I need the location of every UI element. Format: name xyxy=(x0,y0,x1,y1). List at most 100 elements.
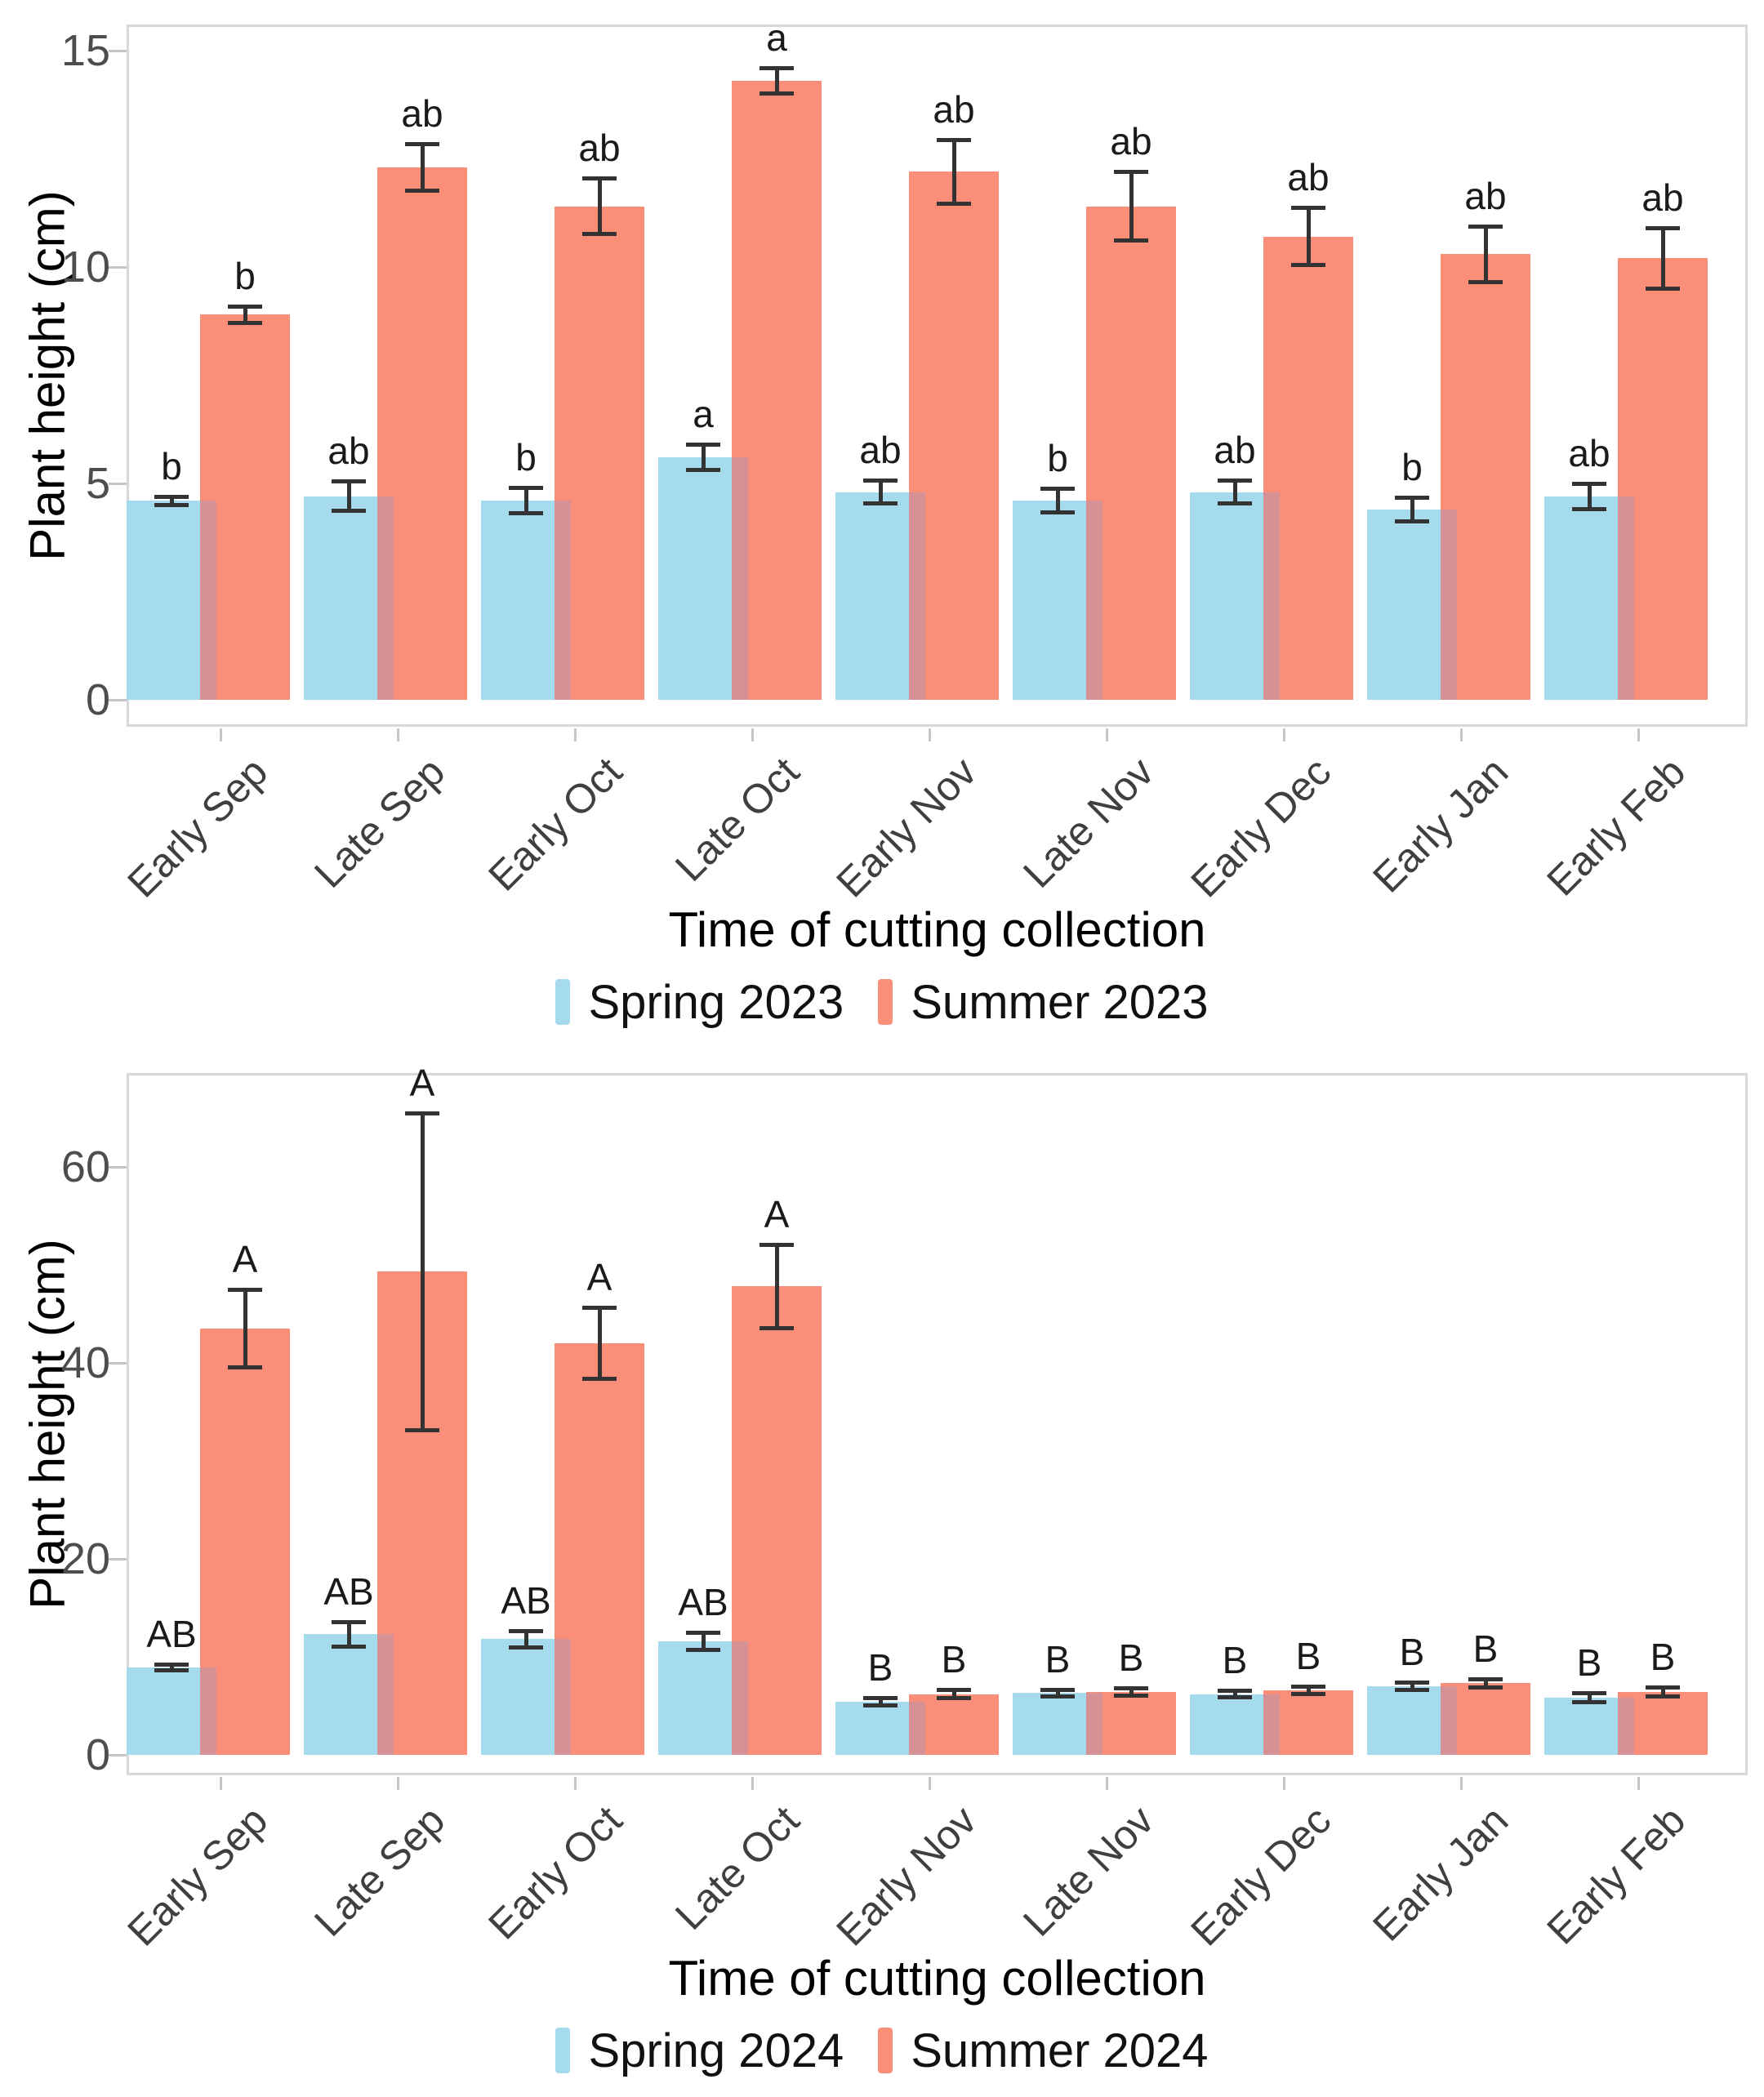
x-tick-mark xyxy=(574,728,577,741)
error-bar-cap-top xyxy=(1114,1686,1148,1691)
legend-label: Spring 2024 xyxy=(588,2024,844,2077)
x-tick-mark xyxy=(1460,1777,1463,1790)
x-tick-mark xyxy=(397,728,399,741)
error-bar xyxy=(1233,1690,1237,1699)
sig-letter: AB xyxy=(501,1578,551,1622)
sig-letter: ab xyxy=(859,428,902,471)
x-tick-mark xyxy=(929,728,931,741)
error-bar-cap-bottom xyxy=(686,468,720,473)
sig-letter: B xyxy=(1472,1627,1499,1670)
error-bar-cap-top xyxy=(1646,226,1680,231)
sig-letter: ab xyxy=(1214,428,1256,471)
legend-item-spring: Spring 2024 xyxy=(555,2024,844,2078)
error-bar-cap-top xyxy=(1291,206,1325,211)
legend-label: Summer 2023 xyxy=(911,975,1209,1029)
sig-letter: B xyxy=(1650,1636,1676,1679)
bar-overlap-shade xyxy=(732,457,748,700)
error-bar-cap-bottom xyxy=(405,189,439,194)
error-bar xyxy=(1233,479,1237,505)
bar-overlap-shade xyxy=(377,1634,394,1755)
error-bar-cap-bottom xyxy=(1040,1694,1075,1699)
error-bar xyxy=(1129,1688,1134,1696)
legend-label: Summer 2024 xyxy=(911,2024,1209,2077)
sig-letter: ab xyxy=(1642,176,1684,220)
sig-letter: ab xyxy=(1568,432,1610,474)
sig-letter: A xyxy=(764,1192,790,1235)
sig-letter: B xyxy=(867,1646,893,1690)
error-bar-cap-top xyxy=(686,1631,720,1635)
error-bar-cap-bottom xyxy=(1468,1685,1503,1690)
y-tick-mark xyxy=(109,50,127,52)
bar-overlap-shade xyxy=(732,1641,748,1755)
y-tick-mark xyxy=(109,483,127,485)
error-bar xyxy=(170,496,174,505)
error-bar-cap-bottom xyxy=(228,320,262,325)
y-tick-label: 0 xyxy=(85,1730,110,1779)
error-bar-cap-bottom xyxy=(582,232,617,237)
error-bar xyxy=(1588,1693,1592,1703)
error-bar xyxy=(421,143,425,192)
error-bar xyxy=(1307,1686,1311,1694)
x-tick-mark xyxy=(1106,728,1108,741)
error-bar xyxy=(1056,1689,1060,1698)
error-bar-cap-top xyxy=(1291,1685,1325,1689)
y-tick-mark xyxy=(109,1166,127,1169)
error-bar-cap-bottom xyxy=(1291,263,1325,268)
sig-letter: ab xyxy=(578,127,621,170)
bar-overlap-shade xyxy=(1263,1694,1280,1755)
error-bar xyxy=(775,1244,779,1329)
error-bar-cap-bottom xyxy=(1468,279,1503,284)
sig-letter: b xyxy=(234,254,256,297)
y-tick-mark xyxy=(109,1362,127,1365)
error-bar-cap-bottom xyxy=(154,502,189,507)
error-bar xyxy=(702,1632,706,1650)
error-bar-cap-bottom xyxy=(1572,1700,1606,1705)
bar-overlap-shade xyxy=(1618,496,1634,700)
error-bar-cap-bottom xyxy=(760,1326,794,1330)
sig-letter: ab xyxy=(1464,174,1507,217)
error-bar-cap-top xyxy=(760,1242,794,1247)
x-tick-mark xyxy=(220,1777,222,1790)
error-bar xyxy=(524,1630,528,1649)
legend-swatch-spring xyxy=(555,2028,571,2073)
error-bar-cap-bottom xyxy=(1218,501,1252,506)
x-tick-mark xyxy=(220,728,222,741)
error-bar-cap-bottom xyxy=(332,1645,366,1649)
legend-item-summer: Summer 2024 xyxy=(878,2024,1209,2078)
error-bar xyxy=(775,68,779,94)
error-bar xyxy=(1661,228,1665,289)
error-bar-cap-bottom xyxy=(863,1703,898,1707)
bar-overlap-shade xyxy=(200,501,216,700)
error-bar xyxy=(598,178,602,235)
error-bar xyxy=(1410,1682,1414,1690)
legend-swatch-summer xyxy=(878,979,893,1025)
chart-2023: Plant height (cm) Time of cutting collec… xyxy=(0,0,1764,1048)
error-bar-cap-top xyxy=(863,478,898,483)
error-bar xyxy=(170,1664,174,1672)
error-bar-cap-bottom xyxy=(760,91,794,96)
error-bar-cap-bottom xyxy=(1646,1694,1680,1699)
error-bar xyxy=(879,1698,883,1706)
x-tick-mark xyxy=(751,728,754,741)
error-bar-cap-bottom xyxy=(686,1647,720,1652)
sig-letter: ab xyxy=(1110,120,1152,163)
sig-letter: B xyxy=(1295,1635,1321,1677)
chart-2024: Plant height (cm) Time of cutting collec… xyxy=(0,1048,1764,2097)
x-tick-mark xyxy=(574,1777,577,1790)
sig-letter: B xyxy=(1222,1638,1248,1681)
sig-letter: AB xyxy=(323,1569,374,1613)
x-tick-mark xyxy=(1283,728,1285,741)
error-bar-cap-bottom xyxy=(1395,1687,1429,1692)
error-bar xyxy=(1661,1687,1665,1698)
error-bar-cap-top xyxy=(760,66,794,71)
y-tick-label: 60 xyxy=(60,1142,110,1191)
y-tick-label: 15 xyxy=(60,26,110,75)
x-tick-mark xyxy=(1637,728,1640,741)
sig-letter: B xyxy=(1118,1636,1144,1680)
sig-letter: AB xyxy=(678,1581,728,1623)
bar-overlap-shade xyxy=(555,1639,571,1755)
error-bar-cap-top xyxy=(1468,1677,1503,1681)
error-bar-cap-bottom xyxy=(509,1645,543,1650)
x-tick-mark xyxy=(1283,1777,1285,1790)
